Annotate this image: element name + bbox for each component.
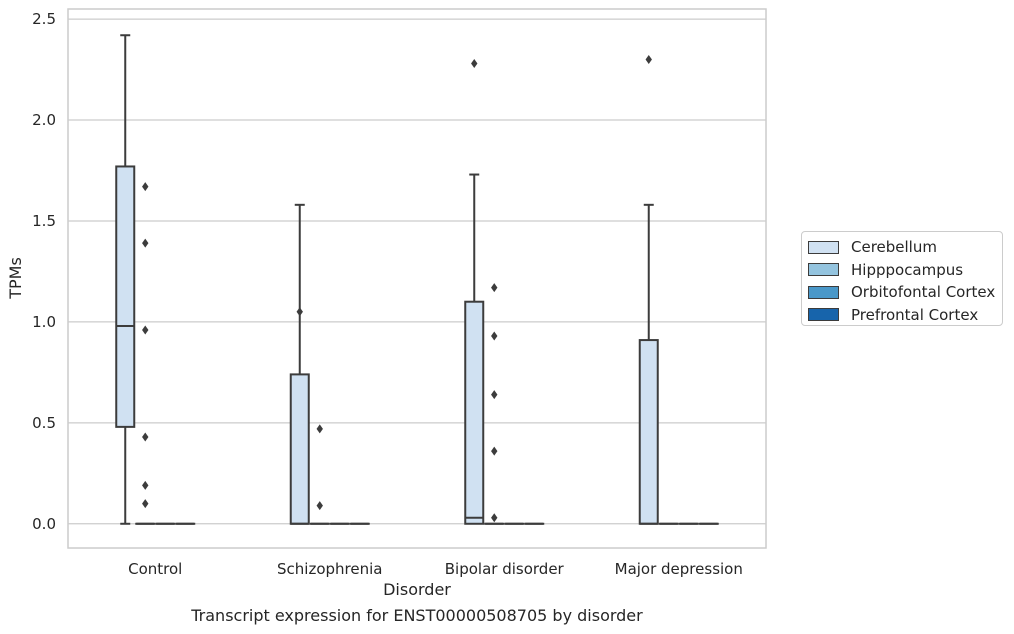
chart-caption: Transcript expression for ENST0000050870…: [191, 606, 643, 625]
outlier-point: [142, 238, 149, 248]
box-hipppocampus: [484, 283, 505, 525]
plot-frame: [67, 8, 767, 549]
outlier-point: [491, 513, 498, 523]
box-body: [289, 373, 310, 525]
outlier-point: [316, 501, 323, 511]
box-cerebellum: [115, 34, 136, 525]
y-tick-label: 0.5: [32, 414, 56, 432]
x-axis-ticks: Control Schizophrenia Bipolar disorder Majo…: [128, 560, 743, 578]
outlier-point: [316, 424, 323, 434]
legend-swatch-cerebellum: [808, 240, 839, 254]
box-body: [638, 339, 659, 525]
y-axis-title: TPMs: [6, 257, 25, 300]
gridlines: [68, 18, 766, 525]
y-axis-ticks: 0.0 0.5 1.0 1.5 2.0 2.5: [32, 10, 56, 533]
x-tick-label: Bipolar disorder: [445, 560, 565, 578]
legend-item-hippocampus: Hipppocampus: [808, 259, 1002, 282]
y-tick-label: 0.0: [32, 515, 56, 533]
x-tick-label: Schizophrenia: [277, 560, 382, 578]
x-tick-label: Major depression: [615, 560, 743, 578]
box-body: [464, 300, 485, 525]
legend-swatch-orbitofrontal: [808, 285, 839, 299]
outlier-point: [491, 331, 498, 341]
outlier-point: [296, 307, 303, 317]
outlier-point: [142, 480, 149, 490]
outlier-point: [142, 499, 149, 509]
x-tick-label: Control: [128, 560, 182, 578]
outlier-point: [491, 446, 498, 456]
legend-label-cerebellum: Cerebellum: [851, 238, 937, 257]
legend-item-cerebellum: Cerebellum: [808, 236, 1002, 259]
outlier-point: [491, 390, 498, 400]
box-cerebellum: [638, 54, 659, 525]
legend-label-hippocampus: Hipppocampus: [851, 260, 964, 279]
outlier-point: [142, 325, 149, 335]
y-tick-label: 2.5: [32, 10, 56, 28]
x-axis-title: Disorder: [383, 580, 451, 599]
legend-label-orbitofrontal: Orbitofontal Cortex: [851, 283, 996, 302]
y-tick-label: 1.0: [32, 313, 56, 331]
legend-swatch-prefrontal: [808, 308, 839, 322]
legend: Cerebellum Hipppocampus Orbitofontal Cor…: [801, 231, 1003, 326]
box-cerebellum: [464, 59, 485, 525]
box-body: [115, 165, 136, 428]
legend-item-prefrontal: Prefrontal Cortex: [808, 304, 1002, 327]
outlier-point: [491, 283, 498, 293]
outlier-point: [142, 182, 149, 192]
outlier-point: [645, 54, 652, 64]
box-hipppocampus: [309, 424, 330, 525]
legend-label-prefrontal: Prefrontal Cortex: [851, 305, 979, 324]
boxes: [115, 34, 719, 525]
box-hipppocampus: [135, 182, 156, 525]
outlier-point: [471, 59, 478, 69]
legend-item-orbitofrontal: Orbitofontal Cortex: [808, 281, 1002, 304]
outlier-point: [142, 432, 149, 442]
y-tick-label: 2.0: [32, 111, 56, 129]
y-tick-label: 1.5: [32, 212, 56, 230]
box-cerebellum: [289, 203, 310, 525]
legend-swatch-hippocampus: [808, 263, 839, 277]
